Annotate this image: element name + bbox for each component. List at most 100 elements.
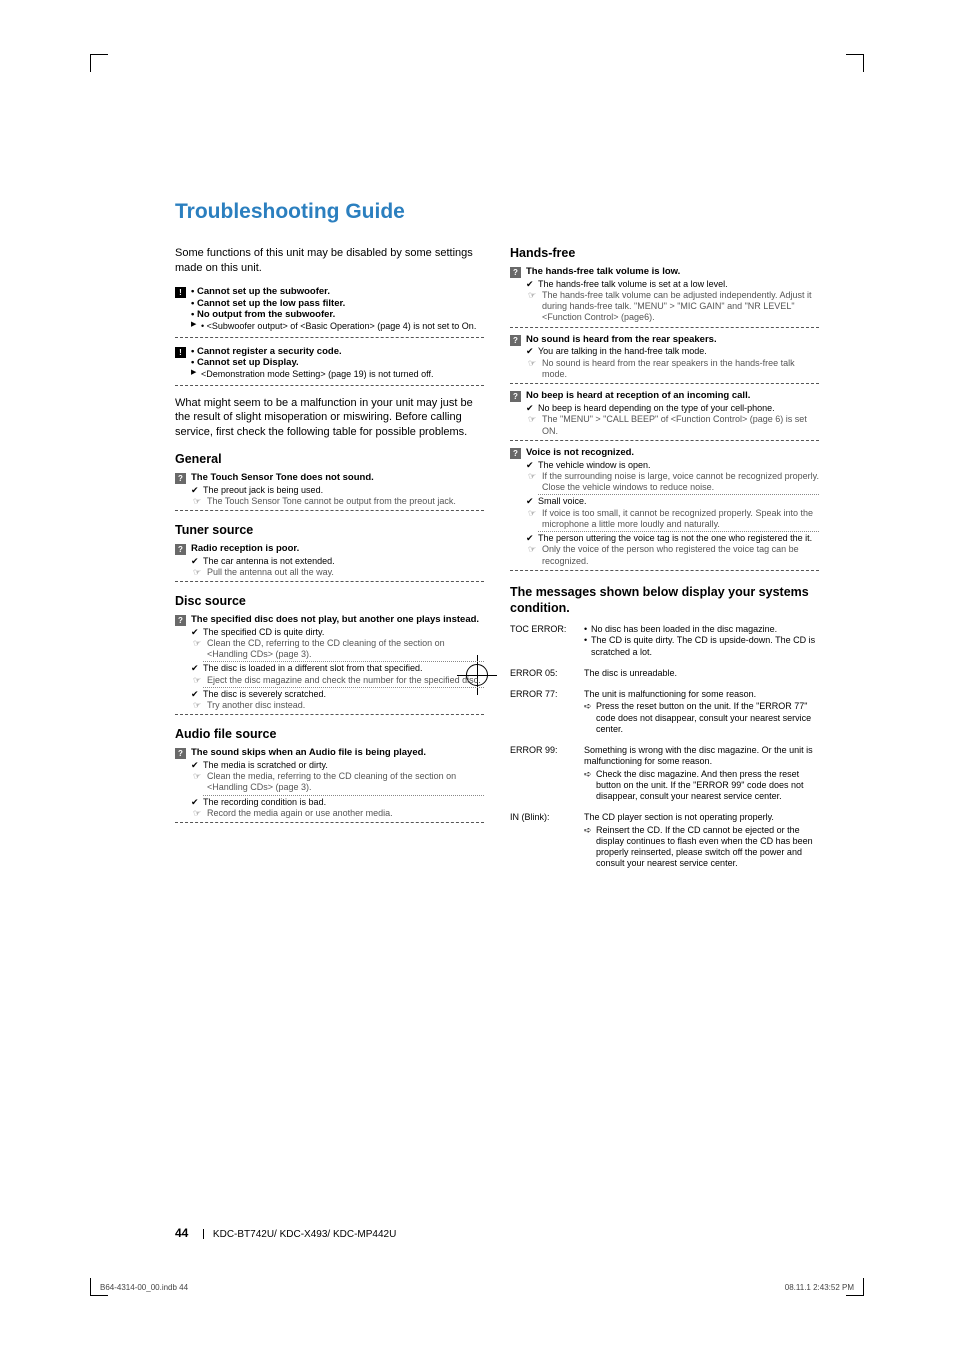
dotted-separator: [203, 687, 484, 688]
message-body: The CD player section is not operating p…: [584, 812, 819, 869]
message-fix: Press the reset button on the unit. If t…: [584, 701, 819, 735]
footer-model: KDC-BT742U/ KDC-X493/ KDC-MP442U: [213, 1229, 396, 1240]
message-body: No disc has been loaded in the disc maga…: [584, 624, 819, 658]
question-icon: ?: [510, 267, 521, 278]
separator: [510, 440, 819, 441]
warn-line: • Cannot set up the low pass filter.: [191, 298, 484, 310]
message-label: TOC ERROR:: [510, 624, 574, 658]
faq-hint: No sound is heard from the rear speakers…: [526, 358, 819, 381]
warn-line: • Cannot set up the subwoofer.: [191, 286, 330, 297]
faq-check: The hands-free talk volume is set at a l…: [526, 279, 819, 290]
warn-cause: • <Subwoofer output> of <Basic Operation…: [191, 321, 484, 332]
message-fix: Reinsert the CD. If the CD cannot be eje…: [584, 825, 819, 870]
faq-title: The specified disc does not play, but an…: [191, 614, 484, 626]
dotted-separator: [203, 661, 484, 662]
separator: [175, 510, 484, 511]
faq-title: The hands-free talk volume is low.: [526, 266, 819, 278]
message-row: IN (Blink): The CD player section is not…: [510, 812, 819, 869]
message-label: IN (Blink):: [510, 812, 574, 869]
faq-hint: Record the media again or use another me…: [191, 808, 484, 819]
faq-hint: Clean the media, referring to the CD cle…: [191, 771, 484, 794]
question-icon: ?: [175, 748, 186, 759]
faq-check: The specified CD is quite dirty.: [191, 627, 484, 638]
warn-cause: <Demonstration mode Setting> (page 19) i…: [191, 369, 484, 380]
message-text: The disc is unreadable.: [584, 668, 819, 679]
message-text: Something is wrong with the disc magazin…: [584, 745, 819, 768]
faq-check: Small voice.: [526, 496, 819, 507]
faq-block: ? The sound skips when an Audio file is …: [175, 747, 484, 819]
faq-check: You are talking in the hand-free talk mo…: [526, 346, 819, 357]
faq-title: No sound is heard from the rear speakers…: [526, 334, 819, 346]
warn-line: • Cannot set up Display.: [191, 357, 484, 369]
faq-hint: The "MENU" > "CALL BEEP" of <Function Co…: [526, 414, 819, 437]
question-icon: ?: [175, 544, 186, 555]
faq-hint: The Touch Sensor Tone cannot be output f…: [191, 496, 484, 507]
faq-block: ? No sound is heard from the rear speake…: [510, 334, 819, 381]
crop-mark: [90, 54, 108, 72]
message-body: The disc is unreadable.: [584, 668, 819, 679]
faq-block: ? The specified disc does not play, but …: [175, 614, 484, 712]
separator: [175, 581, 484, 582]
separator: [510, 383, 819, 384]
faq-title: No beep is heard at reception of an inco…: [526, 390, 819, 402]
section-heading: General: [175, 452, 484, 468]
message-body: Something is wrong with the disc magazin…: [584, 745, 819, 802]
dotted-separator: [203, 795, 484, 796]
page-number: 44: [175, 1226, 188, 1240]
question-icon: ?: [510, 448, 521, 459]
separator: [510, 570, 819, 571]
warn-line: • Cannot register a security code.: [191, 346, 342, 357]
faq-block: ? The Touch Sensor Tone does not sound. …: [175, 472, 484, 507]
faq-check: The disc is severely scratched.: [191, 689, 484, 700]
warn-line: • No output from the subwoofer.: [191, 309, 484, 321]
faq-hint: If the surrounding noise is large, voice…: [526, 471, 819, 494]
faq-hint: Only the voice of the person who registe…: [526, 544, 819, 567]
exclaim-icon: !: [175, 287, 186, 298]
message-row: ERROR 77: The unit is malfunctioning for…: [510, 689, 819, 735]
faq-title: The Touch Sensor Tone does not sound.: [191, 472, 484, 484]
crop-mark: [846, 54, 864, 72]
faq-hint: Try another disc instead.: [191, 700, 484, 711]
section-heading: Tuner source: [175, 523, 484, 539]
print-timestamp: 08.11.1 2:43:52 PM: [785, 1283, 854, 1292]
faq-hint: Clean the CD, referring to the CD cleani…: [191, 638, 484, 661]
page-footer: 44 KDC-BT742U/ KDC-X493/ KDC-MP442U: [175, 1226, 396, 1240]
page-title: Troubleshooting Guide: [175, 200, 819, 224]
section-heading: Disc source: [175, 594, 484, 610]
faq-check: The car antenna is not extended.: [191, 556, 484, 567]
message-row: ERROR 99: Something is wrong with the di…: [510, 745, 819, 802]
separator: [175, 385, 484, 386]
faq-hint: Eject the disc magazine and check the nu…: [191, 675, 484, 686]
message-text: The unit is malfunctioning for some reas…: [584, 689, 819, 700]
faq-check: The media is scratched or dirty.: [191, 760, 484, 771]
message-text: No disc has been loaded in the disc maga…: [584, 624, 819, 635]
message-body: The unit is malfunctioning for some reas…: [584, 689, 819, 735]
faq-title: The sound skips when an Audio file is be…: [191, 747, 484, 759]
messages-heading: The messages shown below display your sy…: [510, 585, 819, 616]
faq-check: No beep is heard depending on the type o…: [526, 403, 819, 414]
content-area: Troubleshooting Guide Some functions of …: [175, 200, 819, 1240]
faq-check: The recording condition is bad.: [191, 797, 484, 808]
message-row: ERROR 05: The disc is unreadable.: [510, 668, 819, 679]
faq-block: ? No beep is heard at reception of an in…: [510, 390, 819, 437]
question-icon: ?: [510, 391, 521, 402]
faq-check: The disc is loaded in a different slot f…: [191, 663, 484, 674]
faq-hint: If voice is too small, it cannot be reco…: [526, 508, 819, 531]
columns: Some functions of this unit may be disab…: [175, 246, 819, 880]
column-right: Hands-free ? The hands-free talk volume …: [510, 246, 819, 880]
section-heading: Hands-free: [510, 246, 819, 262]
dotted-separator: [538, 531, 819, 532]
message-text: The CD player section is not operating p…: [584, 812, 819, 823]
warning-block: ! • Cannot register a security code. • C…: [175, 346, 484, 381]
print-info: B64-4314-00_00.indb 44 08.11.1 2:43:52 P…: [100, 1283, 854, 1292]
message-label: ERROR 77:: [510, 689, 574, 735]
separator: [175, 822, 484, 823]
print-file: B64-4314-00_00.indb 44: [100, 1283, 188, 1292]
dotted-separator: [538, 494, 819, 495]
faq-hint: Pull the antenna out all the way.: [191, 567, 484, 578]
faq-block: ? Voice is not recognized. The vehicle w…: [510, 447, 819, 567]
message-label: ERROR 99:: [510, 745, 574, 802]
question-icon: ?: [175, 615, 186, 626]
faq-check: The preout jack is being used.: [191, 485, 484, 496]
question-icon: ?: [175, 473, 186, 484]
